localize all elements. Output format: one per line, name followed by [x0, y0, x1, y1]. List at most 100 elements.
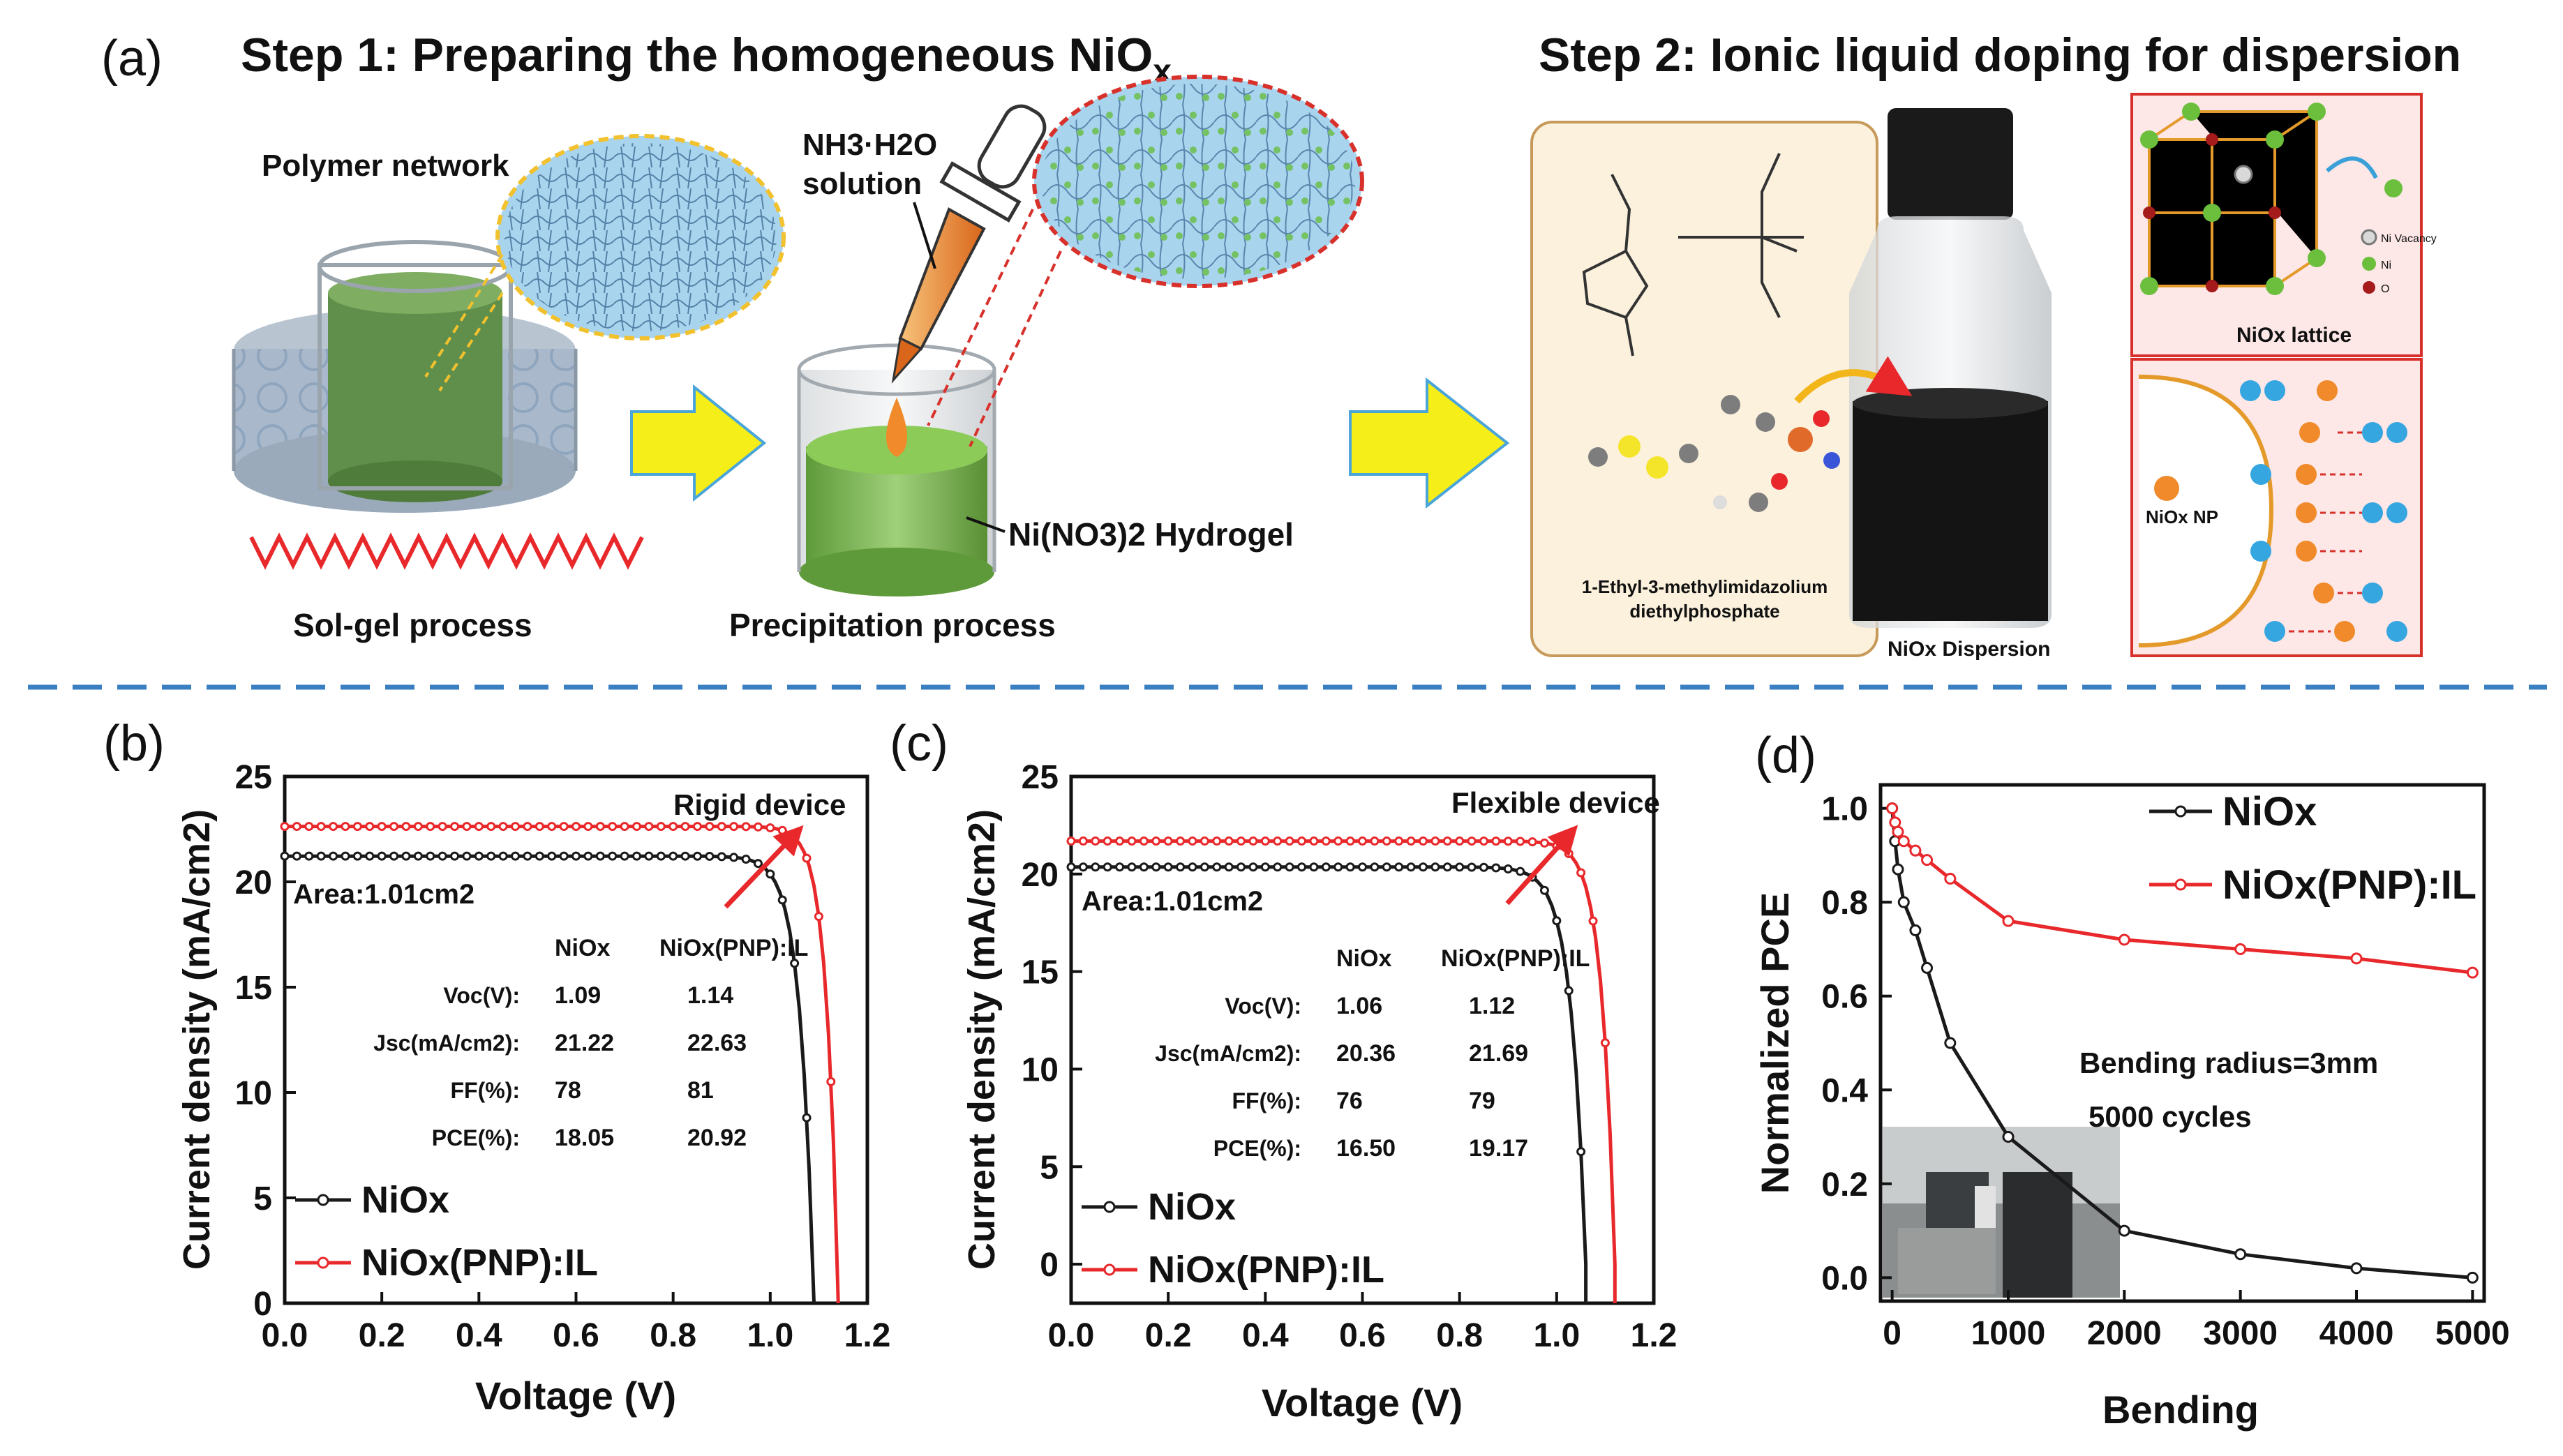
data-point: [462, 851, 472, 861]
data-point: [1297, 836, 1307, 846]
x-tick-label: 1.2: [1631, 1317, 1677, 1354]
lattice-cube-icon: [2140, 103, 2326, 295]
data-point: [1151, 862, 1161, 872]
data-point: [620, 822, 629, 832]
data-point: [802, 853, 812, 863]
y-tick-label: 0.8: [1821, 885, 1868, 922]
data-point: [1236, 862, 1246, 872]
data-point: [1897, 896, 1910, 908]
data-point: [583, 822, 593, 832]
data-point: [632, 822, 641, 832]
data-point: [365, 851, 375, 861]
data-point: [292, 822, 301, 832]
data-point: [632, 851, 641, 861]
x-tick-label: 4000: [2319, 1315, 2394, 1352]
hydrogel-label: Ni(NO3)2 Hydrogel: [1008, 516, 1294, 553]
ball-stick-model-icon: [1588, 395, 1840, 512]
data-point: [2234, 1248, 2247, 1261]
data-point: [352, 851, 362, 861]
data-point: [1921, 961, 1934, 974]
legend-label: NiOx(PNP):IL: [361, 1242, 598, 1284]
precipitation-beaker-illustration: [797, 343, 996, 596]
step1-title: Step 1: Preparing the homogeneous NiOx: [241, 29, 1172, 90]
y-tick-label: 5: [1040, 1149, 1059, 1186]
panel-d: (d) 0 1000 2000 3000 4000 5000 0.0 0.2 0.4 0.6 0.8…: [1753, 728, 2510, 1432]
panel-d-label: (d): [1755, 728, 1816, 783]
data-point: [474, 822, 484, 832]
data-point: [608, 822, 618, 832]
x-tick-label: 0.6: [553, 1317, 599, 1354]
data-point: [777, 895, 787, 905]
table-cell-pnp-il: 20.92: [687, 1125, 747, 1151]
data-point: [1442, 836, 1452, 846]
data-point: [1248, 862, 1258, 872]
data-point: [656, 822, 666, 832]
data-point: [753, 822, 763, 832]
table-row-label: Voc(V):: [443, 983, 520, 1008]
data-point: [1909, 924, 1922, 937]
data-point: [1224, 836, 1234, 846]
data-point: [741, 822, 751, 832]
data-point: [1503, 836, 1513, 846]
data-point: [765, 869, 775, 879]
data-point: [1260, 862, 1270, 872]
data-point: [511, 822, 521, 832]
data-point: [1212, 862, 1222, 872]
data-point: [656, 851, 666, 861]
data-point: [535, 822, 544, 832]
precipitation-label: Precipitation process: [729, 607, 1056, 643]
step-arrow-icon: [1349, 377, 1510, 509]
data-point: [498, 822, 508, 832]
data-point: [1285, 836, 1294, 846]
bending-radius-annotation: Bending radius=3mm: [2079, 1046, 2378, 1079]
x-tick-label: 1.0: [1533, 1317, 1580, 1354]
x-tick-label: 0.8: [650, 1317, 696, 1354]
x-tick-label: 1000: [1971, 1315, 2046, 1352]
y-tick-label: 1.0: [1821, 791, 1868, 828]
ion-charge-grid: [2240, 380, 2407, 642]
data-point: [1491, 836, 1501, 846]
data-point: [523, 851, 532, 861]
table-cell-pnp-il: 21.69: [1469, 1040, 1528, 1067]
table-row-label: Jsc(mA/cm2):: [1155, 1041, 1301, 1066]
data-point: [280, 822, 290, 832]
table-row-label: Jsc(mA/cm2):: [373, 1030, 520, 1056]
data-point: [790, 959, 800, 968]
data-point: [1455, 836, 1465, 846]
table-cell-niox: 20.36: [1336, 1040, 1396, 1067]
data-point: [413, 822, 423, 832]
data-point: [680, 822, 690, 832]
data-point: [1430, 836, 1440, 846]
data-point: [1516, 836, 1525, 846]
data-point: [535, 851, 544, 861]
data-point: [547, 822, 557, 832]
device-annotation: Rigid device: [673, 788, 846, 821]
data-point: [1576, 1147, 1586, 1157]
data-point: [486, 851, 496, 861]
y-tick-label: 25: [235, 759, 272, 796]
data-point: [304, 822, 314, 832]
data-point: [389, 822, 399, 832]
dispersion-bottle-illustration: [1794, 108, 2052, 628]
legend-marker: [1103, 1263, 1116, 1276]
data-point: [571, 851, 581, 861]
data-point: [365, 822, 375, 832]
x-tick-label: 1.0: [747, 1317, 793, 1354]
data-point: [1921, 854, 1934, 866]
y-axis-label: Normalized PCE: [1753, 892, 1797, 1194]
data-point: [717, 822, 726, 832]
data-point: [1163, 836, 1173, 846]
data-point: [1200, 836, 1209, 846]
data-point: [1127, 836, 1137, 846]
table-row-label: PCE(%):: [1213, 1136, 1301, 1161]
data-point: [1358, 862, 1367, 872]
x-tick-label: 0.2: [359, 1317, 405, 1354]
data-point: [1224, 862, 1234, 872]
data-point: [450, 822, 460, 832]
dispersion-label: NiOx Dispersion: [1888, 638, 2050, 661]
x-tick-label: 0.0: [262, 1317, 308, 1354]
legend-marker: [2174, 805, 2187, 818]
data-point: [1297, 862, 1307, 872]
nh3-label-1: NH3·H2O: [802, 128, 937, 162]
data-point: [2002, 915, 2015, 927]
